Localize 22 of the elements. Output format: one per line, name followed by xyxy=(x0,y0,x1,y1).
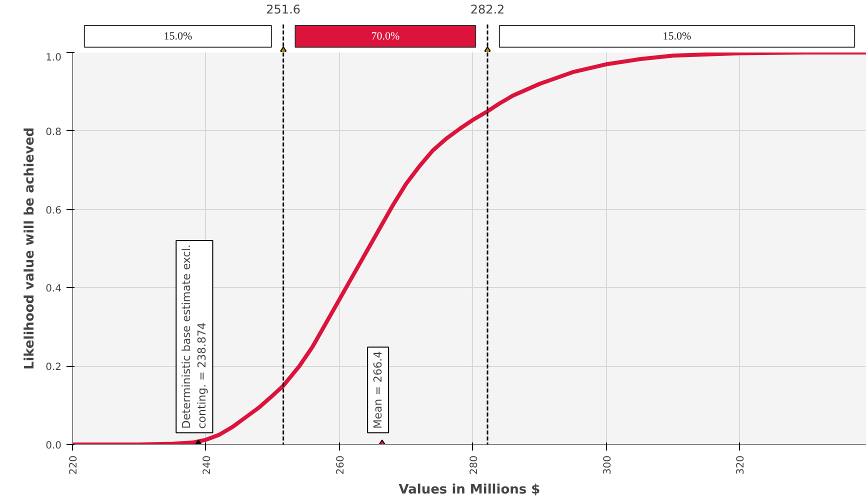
x-tick-label: 300 xyxy=(602,455,614,475)
y-tick-label: 0.6 xyxy=(46,205,62,216)
x-tick-label: 220 xyxy=(68,455,80,475)
y-tick-label: 0.0 xyxy=(46,440,62,452)
y-tick-label: 0.2 xyxy=(46,362,62,374)
x-tick-label: 240 xyxy=(202,455,213,475)
x-tick-label: 280 xyxy=(468,455,480,475)
ref-line-label: 282.2 xyxy=(470,2,505,16)
line-series xyxy=(72,52,866,444)
x-axis-title: Values in Millions $ xyxy=(398,482,540,498)
x-tick-label: 260 xyxy=(335,455,346,475)
annotation: Mean = 266.4 xyxy=(372,351,385,429)
text: 15.0% xyxy=(662,30,692,42)
y-tick-label: 0.8 xyxy=(46,126,62,138)
text: 70.0% xyxy=(371,30,400,42)
y-axis-title: Likelihood value will be achieved xyxy=(22,127,38,370)
y-tick-label: 1.0 xyxy=(46,52,62,64)
text: 15.0% xyxy=(164,30,192,42)
x-tick-label: 320 xyxy=(736,455,747,475)
ref-line-label: 251.6 xyxy=(266,2,301,16)
annotation: Deterministic base estimate excl. conting. = 238.874 xyxy=(180,244,209,429)
y-tick-label: 0.4 xyxy=(46,284,62,295)
